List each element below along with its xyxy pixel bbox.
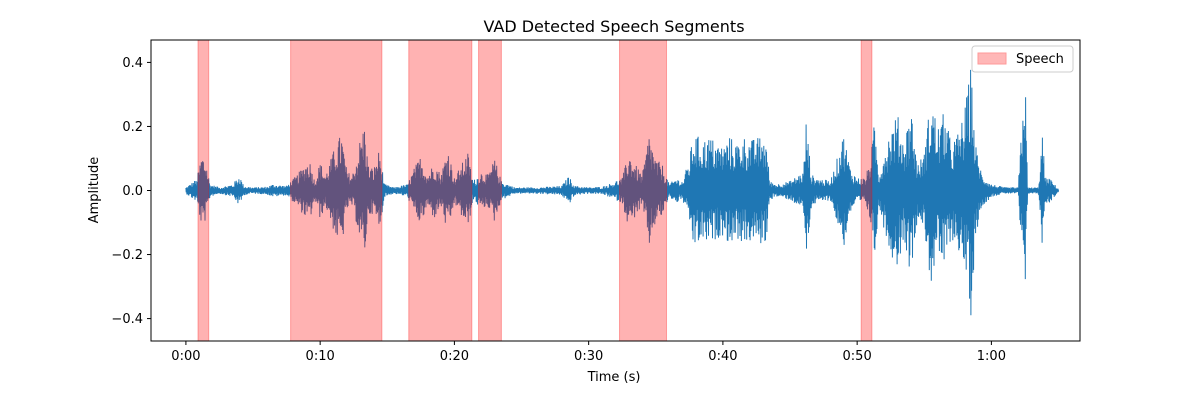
y-tick-label: −0.2 — [111, 248, 143, 263]
x-tick-label: 0:20 — [440, 349, 469, 364]
speech-segment — [619, 39, 668, 342]
x-axis-label: Time (s) — [587, 370, 641, 385]
x-tick-label: 0:40 — [708, 349, 737, 364]
y-axis-label: Amplitude — [87, 157, 102, 224]
speech-segment — [860, 39, 873, 342]
x-tick-label: 0:50 — [843, 349, 872, 364]
waveform-series — [185, 69, 1059, 316]
legend-label-speech: Speech — [1016, 52, 1064, 67]
legend: Speech — [971, 45, 1074, 73]
y-tick-label: 0.4 — [122, 56, 143, 71]
x-tick-label: 0:30 — [574, 349, 603, 364]
x-tick-label: 0:10 — [306, 349, 335, 364]
y-tick-label: 0.2 — [122, 120, 143, 135]
speech-segment — [290, 39, 383, 342]
speech-segment — [408, 39, 473, 342]
speech-segment — [197, 39, 210, 342]
speech-segment — [478, 39, 502, 342]
x-axis-ticks: 0:00 0:10 0:20 0:30 0:40 0:50 1:00 — [171, 341, 1006, 364]
y-tick-label: 0.0 — [122, 184, 143, 199]
y-tick-label: −0.4 — [111, 312, 143, 327]
chart-title: VAD Detected Speech Segments — [483, 17, 744, 36]
x-tick-label: 1:00 — [977, 349, 1006, 364]
y-axis-ticks: 0.4 0.2 0.0 −0.2 −0.4 — [111, 56, 151, 327]
waveform-line — [185, 69, 1059, 316]
x-tick-label: 0:00 — [171, 349, 200, 364]
speech-segments — [197, 39, 873, 342]
legend-swatch-speech — [977, 52, 1007, 65]
